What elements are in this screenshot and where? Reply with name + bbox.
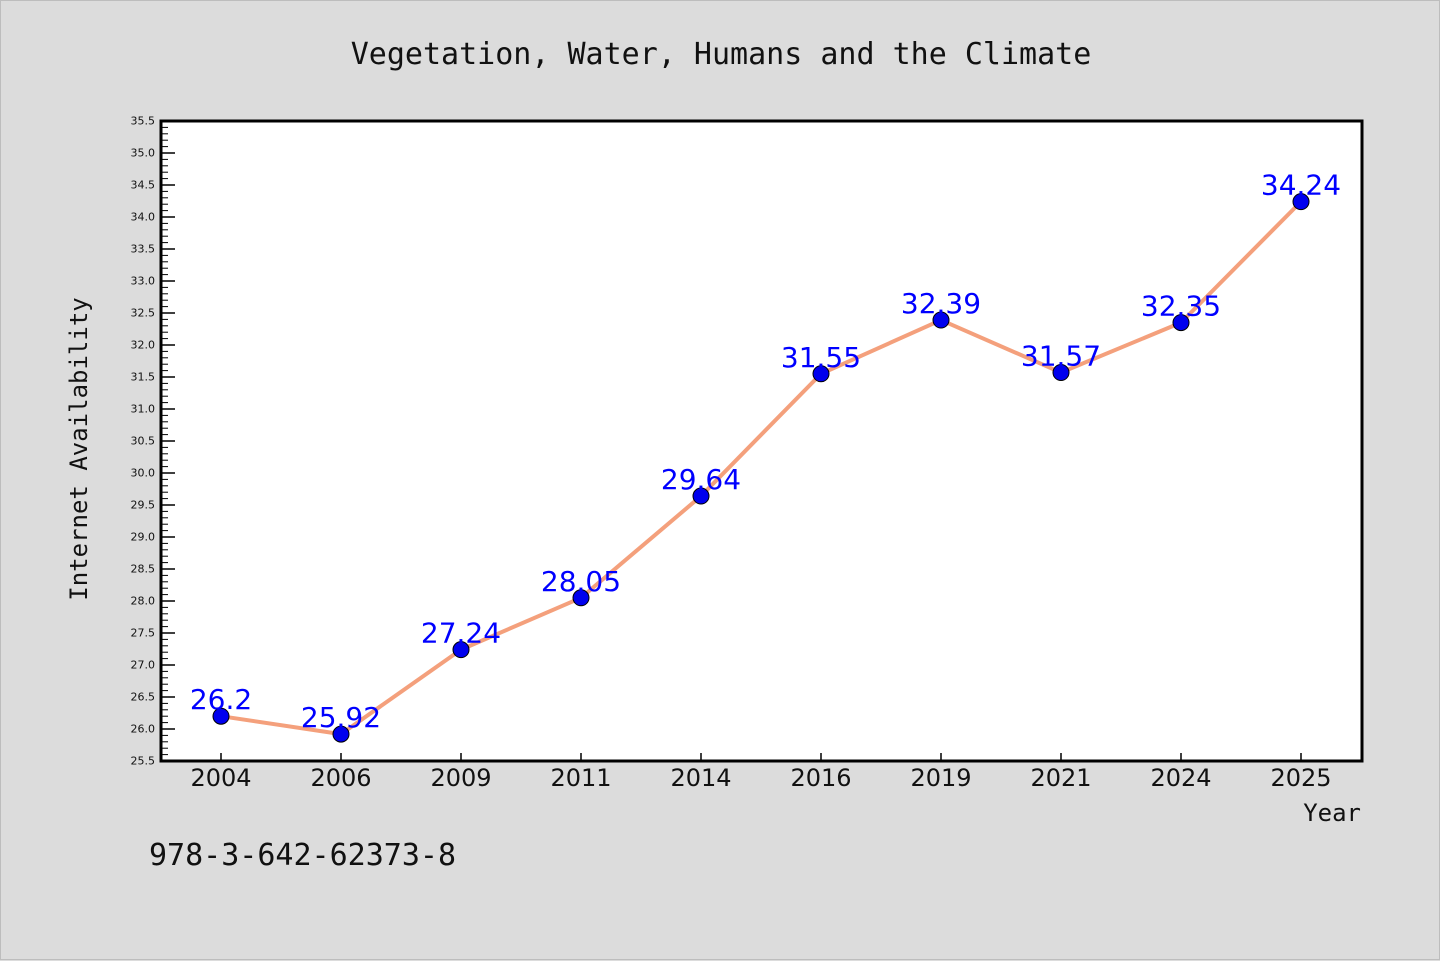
data-label: 28.05 <box>541 565 621 598</box>
data-label: 31.55 <box>781 341 861 374</box>
data-point <box>572 589 590 607</box>
y-tick-label: 32.5 <box>131 307 156 320</box>
y-tick-label: 32.0 <box>131 339 156 352</box>
y-tick-label: 35.0 <box>131 147 156 160</box>
y-tick-label: 27.0 <box>131 659 156 672</box>
y-tick-label: 34.5 <box>131 179 156 192</box>
data-label: 32.39 <box>901 287 981 320</box>
y-tick-label: 25.5 <box>131 755 156 768</box>
x-tick-label: 2025 <box>1270 764 1331 792</box>
data-label: 27.24 <box>421 617 501 650</box>
y-axis-label: Internet Availability <box>65 297 93 600</box>
data-point <box>932 311 950 329</box>
data-point <box>1052 364 1070 382</box>
series-line <box>219 199 1303 737</box>
x-tick-label: 2024 <box>1150 764 1211 792</box>
y-tick-label: 31.0 <box>131 403 156 416</box>
y-tick-label: 28.0 <box>131 595 156 608</box>
y-tick-label: 29.0 <box>131 531 156 544</box>
data-label: 25.92 <box>301 701 381 734</box>
x-tick-label: 2019 <box>910 764 971 792</box>
y-tick-label: 30.0 <box>131 467 156 480</box>
data-label: 31.57 <box>1021 340 1101 373</box>
y-axis: 25.5 26.0 26.5 27.0 27.5 28.0 28.5 29.0 29.5 30.0… <box>131 115 175 768</box>
x-tick-label: 2021 <box>1030 764 1091 792</box>
x-tick-label: 2006 <box>310 764 371 792</box>
data-point <box>212 707 230 725</box>
x-tick-label: 2011 <box>550 764 611 792</box>
x-axis: 2004 2006 2009 2011 2014 2016 2019 2021 2024 2025 <box>190 753 1332 792</box>
data-label: 32.35 <box>1141 290 1221 323</box>
y-tick-label: 33.5 <box>131 243 156 256</box>
y-tick-label: 31.5 <box>131 371 156 384</box>
y-tick-label: 30.5 <box>131 435 156 448</box>
x-tick-label: 2004 <box>190 764 251 792</box>
y-tick-label: 26.0 <box>131 723 156 736</box>
y-tick-label: 29.5 <box>131 499 156 512</box>
data-label: 29.64 <box>661 463 741 496</box>
chart-title: Vegetation, Water, Humans and the Climat… <box>351 37 1092 72</box>
plot-area <box>159 119 1364 763</box>
x-axis-label: Year <box>1303 799 1361 827</box>
data-label: 34.24 <box>1261 169 1341 202</box>
data-point <box>812 365 830 383</box>
x-tick-label: 2009 <box>430 764 491 792</box>
isbn-annotation: 978-3-642-62373-8 <box>149 838 456 873</box>
data-point <box>452 641 470 659</box>
data-point <box>332 725 350 743</box>
data-point <box>1292 193 1310 211</box>
y-tick-label: 35.5 <box>131 115 156 128</box>
data-point <box>692 487 710 505</box>
data-point <box>1172 314 1190 332</box>
x-tick-label: 2016 <box>790 764 851 792</box>
series-group: 26.2 25.92 27.24 28.05 29.64 31.55 32.39 31.57 3… <box>190 169 1341 743</box>
x-tick-label: 2014 <box>670 764 731 792</box>
y-tick-label: 26.5 <box>131 691 156 704</box>
y-tick-label: 28.5 <box>131 563 156 576</box>
y-tick-label: 27.5 <box>131 627 156 640</box>
y-tick-label: 33.0 <box>131 275 156 288</box>
y-tick-label: 34.0 <box>131 211 156 224</box>
data-label: 26.2 <box>190 683 252 716</box>
